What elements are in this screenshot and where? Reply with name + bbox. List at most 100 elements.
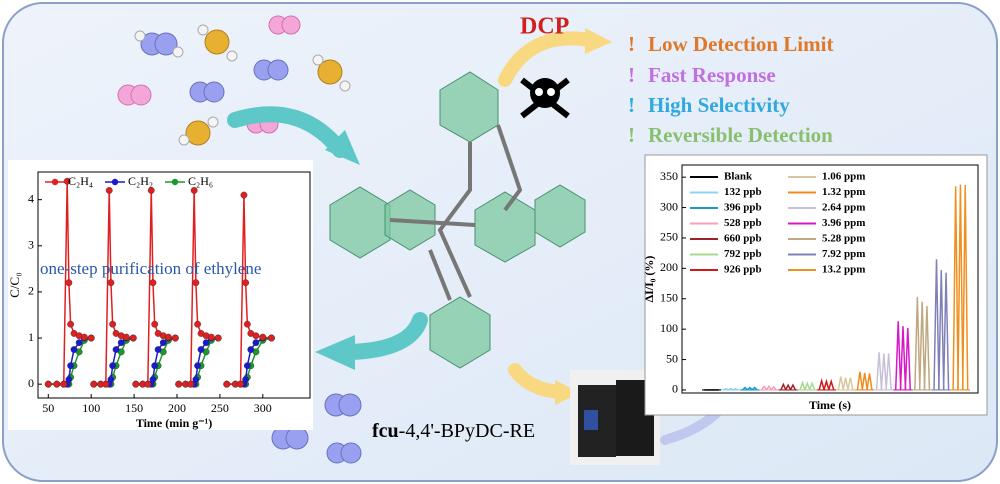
point <box>247 346 255 353</box>
x-tick-label: 150 <box>125 401 143 415</box>
legend-label: 13.2 ppm <box>822 264 865 276</box>
peak <box>837 376 845 391</box>
y-tick-label: 3 <box>28 238 34 252</box>
point <box>237 380 244 388</box>
x-tick-label: 200 <box>168 401 186 415</box>
peak <box>938 270 945 390</box>
x-axis-title: Time (min g⁻¹) <box>136 416 212 430</box>
peak <box>847 377 854 391</box>
point <box>159 339 167 347</box>
peak <box>942 272 950 390</box>
x-tick-label: 100 <box>82 401 100 415</box>
point <box>117 339 125 347</box>
legend-marker <box>111 178 119 186</box>
peak <box>789 383 797 391</box>
point <box>63 177 71 185</box>
charts: 0 1 2 3 4 50 100 150 200 250 300 Time (min g⁻¹) C/C₀… <box>7 164 979 430</box>
peak <box>894 321 902 390</box>
point <box>192 376 200 383</box>
peak <box>751 386 758 391</box>
legend-label: C₂H₄ <box>68 174 93 188</box>
point <box>242 279 250 287</box>
point <box>67 362 75 370</box>
legend-label: 528 ppb <box>724 217 762 229</box>
annotation: one-step purification of ethylene <box>40 259 261 278</box>
peak <box>875 352 883 391</box>
point <box>107 376 115 383</box>
feature: High Selectivity <box>648 93 790 117</box>
peak <box>746 386 753 391</box>
point <box>67 320 75 328</box>
peak <box>885 353 892 391</box>
point <box>112 346 120 353</box>
peak <box>804 381 811 391</box>
point <box>132 380 140 388</box>
peak <box>923 306 931 390</box>
peak <box>914 296 921 390</box>
legend-label: 5.28 ppm <box>822 233 865 245</box>
legend-label: 1.06 ppm <box>822 171 865 183</box>
legend-label: 660 ppb <box>724 233 762 245</box>
x-axis-title: Time (s) <box>809 398 851 412</box>
point <box>154 346 162 353</box>
point <box>187 380 195 388</box>
point <box>109 362 117 370</box>
legend-label: 3.96 ppm <box>822 217 865 229</box>
point <box>197 346 205 353</box>
arrows <box>227 28 725 445</box>
point <box>65 376 73 383</box>
y-tick-label: 350 <box>660 169 678 183</box>
y-tick-label: 50 <box>666 351 678 365</box>
legend-label: 2.64 ppm <box>822 202 865 214</box>
point <box>147 187 155 194</box>
point <box>53 380 61 388</box>
bullet: ! <box>628 63 635 87</box>
legend-label: 7.92 ppm <box>822 248 865 260</box>
point <box>44 380 52 388</box>
point <box>252 339 260 347</box>
y-tick-label: 300 <box>660 199 678 213</box>
mof-structure <box>329 71 586 369</box>
point <box>267 334 275 342</box>
peak <box>761 384 768 391</box>
y-tick-label: 1 <box>28 330 34 344</box>
feature: Low Detection Limit <box>648 32 833 56</box>
y-tick-label: 200 <box>660 260 678 274</box>
peak <box>842 377 849 391</box>
y-tick-label: 0 <box>28 376 34 390</box>
bullet: ! <box>628 93 635 117</box>
peak <box>904 327 912 390</box>
legend-label: Blank <box>724 171 753 183</box>
peak <box>918 301 926 390</box>
point <box>105 187 113 194</box>
peak <box>880 353 888 391</box>
point <box>65 279 73 287</box>
y-tick-label: 0 <box>672 382 678 396</box>
skull-icon <box>520 77 570 119</box>
point <box>70 346 78 353</box>
point <box>243 362 251 370</box>
point <box>252 332 260 340</box>
point <box>149 279 157 287</box>
point <box>190 187 198 194</box>
bullet: ! <box>628 123 635 147</box>
legend-label: C₂H₆ <box>188 174 213 188</box>
legend-label: 1.32 ppm <box>822 186 865 198</box>
point <box>202 339 210 347</box>
peak <box>784 383 792 391</box>
peak <box>856 371 864 391</box>
point <box>60 380 68 388</box>
peak <box>723 387 729 391</box>
point <box>194 320 201 328</box>
peak <box>799 380 806 391</box>
y-tick-label: 250 <box>660 230 678 244</box>
material-prefix: fcu <box>372 420 399 442</box>
legend-label: 792 ppb <box>724 248 762 260</box>
point <box>259 333 267 341</box>
peak <box>823 378 830 391</box>
feature-list: ! Low Detection Limit ! Fast Response ! … <box>628 32 833 147</box>
point <box>171 334 179 342</box>
peak <box>957 184 964 390</box>
peak <box>742 386 749 391</box>
